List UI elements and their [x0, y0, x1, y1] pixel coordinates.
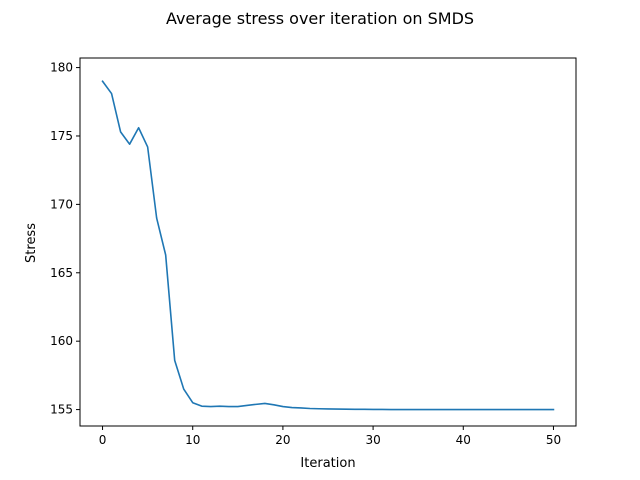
- y-tick-label: 180: [50, 61, 73, 75]
- chart-title: Average stress over iteration on SMDS: [166, 9, 474, 28]
- plot-area: 0 10 20 30 40 50 155 160 165 170 175 180: [50, 57, 577, 447]
- y-tick-label: 165: [50, 266, 73, 280]
- y-tick-label: 160: [50, 334, 73, 348]
- x-tick-label: 30: [365, 433, 380, 447]
- y-tick-label: 170: [50, 197, 73, 211]
- y-axis-label: Stress: [24, 223, 39, 263]
- x-axis-label: Iteration: [300, 456, 355, 471]
- x-tick-label: 10: [185, 433, 200, 447]
- y-tick-label: 175: [50, 129, 73, 143]
- x-tick-label: 0: [99, 433, 107, 447]
- x-tick-label: 20: [275, 433, 290, 447]
- x-tick-label: 50: [546, 433, 561, 447]
- axes-frame: [79, 57, 577, 427]
- x-tick-label: 40: [456, 433, 471, 447]
- y-tick-label: 155: [50, 403, 73, 417]
- series-line-0: [101, 80, 555, 411]
